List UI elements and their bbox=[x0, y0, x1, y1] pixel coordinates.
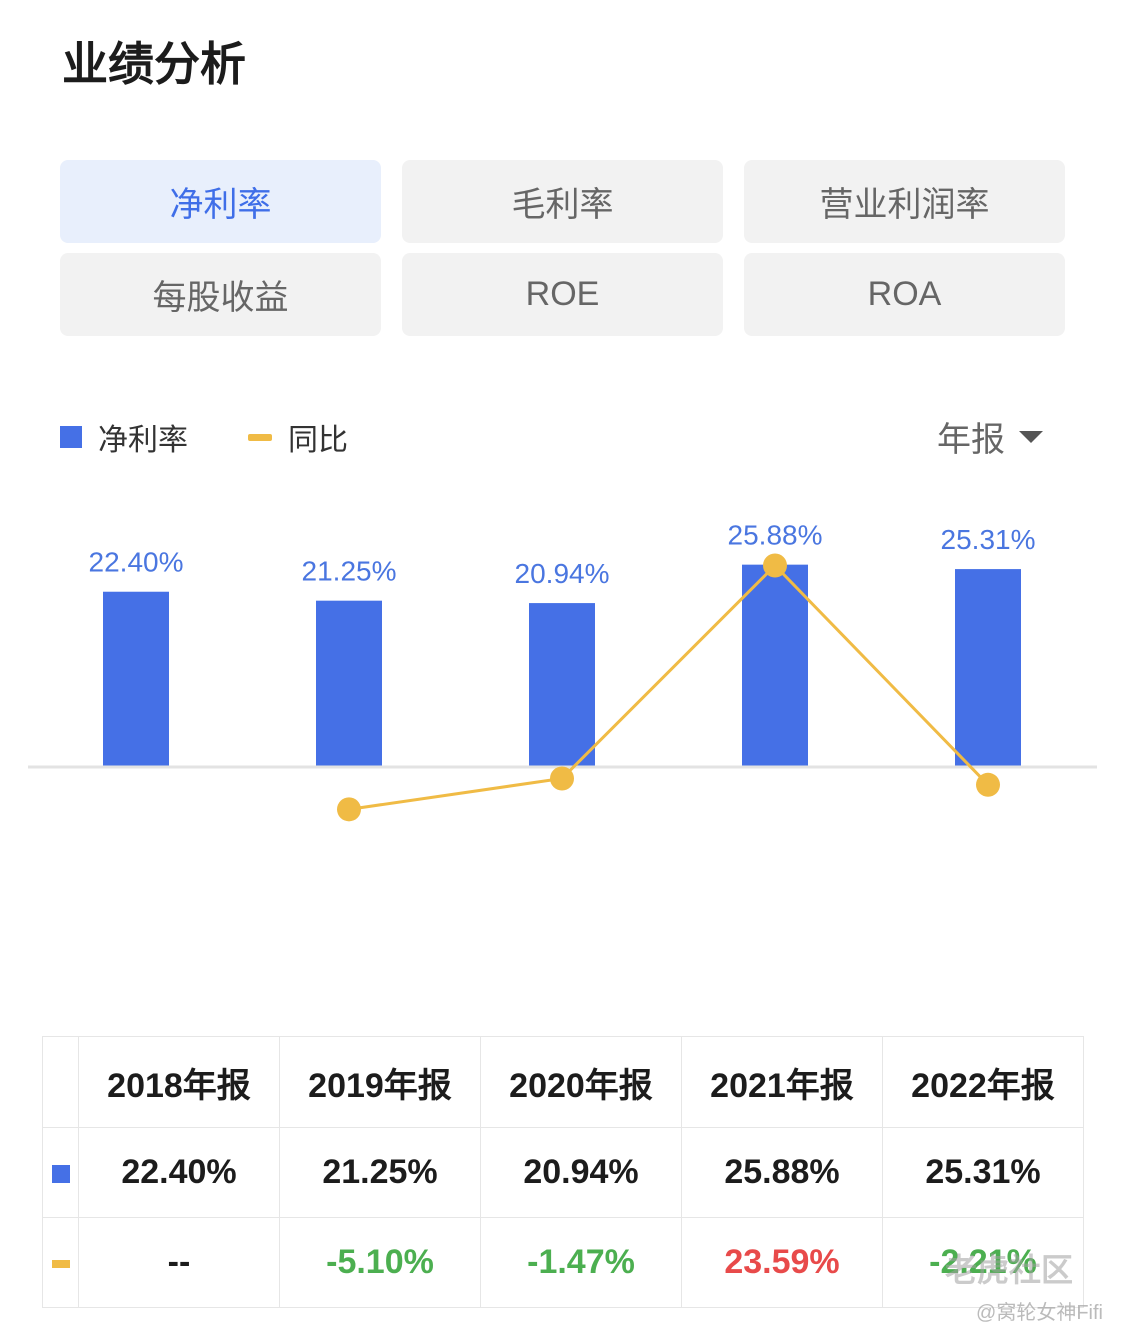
table-cell: -- bbox=[78, 1217, 280, 1308]
chart-legend: 净利率 同比 bbox=[60, 415, 408, 459]
table-cell: 25.31% bbox=[882, 1127, 1084, 1218]
table-header-row: 2018年报 2019年报 2020年报 2021年报 2022年报 bbox=[42, 1036, 1084, 1128]
table-cell: 20.94% bbox=[480, 1127, 682, 1218]
period-label: 年报 bbox=[937, 421, 1005, 459]
table-row-yoy: -- -5.10% -1.47% 23.59% -2.21% bbox=[42, 1217, 1084, 1308]
table-cell-negative: -5.10% bbox=[279, 1217, 481, 1308]
tab-operating-margin[interactable]: 营业利润率 bbox=[744, 160, 1065, 243]
bar bbox=[529, 603, 595, 766]
bar-data-label: 21.25% bbox=[302, 556, 397, 587]
bar-data-label: 20.94% bbox=[515, 558, 610, 589]
legend-item-yoy[interactable]: 同比 bbox=[248, 415, 348, 459]
metric-tabs: 净利率 毛利率 营业利润率 每股收益 ROE ROA bbox=[60, 160, 1065, 336]
tab-eps[interactable]: 每股收益 bbox=[60, 253, 381, 336]
bar-data-label: 22.40% bbox=[89, 547, 184, 578]
table-header-cell: 2019年报 bbox=[279, 1036, 481, 1128]
table-cell-negative: -2.21% bbox=[882, 1217, 1084, 1308]
legend-line-label: 同比 bbox=[288, 424, 348, 457]
tab-roa[interactable]: ROA bbox=[744, 253, 1065, 336]
tab-net-margin[interactable]: 净利率 bbox=[60, 160, 381, 243]
bar bbox=[103, 591, 169, 766]
yoy-point bbox=[337, 797, 361, 822]
page-title: 业绩分析 bbox=[62, 38, 246, 90]
yoy-point bbox=[976, 772, 1000, 797]
table-header-cell: 2021年报 bbox=[681, 1036, 883, 1128]
yoy-point bbox=[550, 766, 574, 791]
table-header-cell: 2022年报 bbox=[882, 1036, 1084, 1128]
line-swatch-icon bbox=[51, 1260, 70, 1269]
bar bbox=[955, 569, 1021, 766]
table-cell-positive: 23.59% bbox=[681, 1217, 883, 1308]
net-margin-chart: 22.40% 21.25% 20.94% 25.88% 25.31% bbox=[28, 520, 1097, 822]
tab-roe[interactable]: ROE bbox=[402, 253, 723, 336]
row-marker-bar bbox=[42, 1127, 79, 1218]
bar bbox=[316, 600, 382, 766]
row-marker-line bbox=[42, 1217, 79, 1308]
yoy-line bbox=[348, 563, 990, 811]
caret-down-icon bbox=[1019, 430, 1043, 443]
table-header-cell: 2020年报 bbox=[480, 1036, 682, 1128]
legend-bar-label: 净利率 bbox=[98, 424, 188, 457]
table-cell: 25.88% bbox=[681, 1127, 883, 1218]
watermark-credit: @窝轮女神Fifi bbox=[976, 1302, 1103, 1324]
table-cell-negative: -1.47% bbox=[480, 1217, 682, 1308]
table-corner-cell bbox=[42, 1036, 79, 1128]
watermark: 老虎社区 bbox=[945, 1252, 1074, 1288]
period-selector[interactable]: 年报 bbox=[937, 412, 1043, 461]
legend-line-swatch bbox=[248, 433, 272, 441]
yoy-point bbox=[763, 553, 787, 578]
table-header-cell: 2018年报 bbox=[78, 1036, 280, 1128]
bar-swatch-icon bbox=[51, 1165, 70, 1184]
bar-data-label: 25.31% bbox=[941, 524, 1036, 555]
legend-item-net-margin[interactable]: 净利率 bbox=[60, 415, 188, 459]
bar bbox=[742, 564, 808, 766]
table-cell: 22.40% bbox=[78, 1127, 280, 1218]
tab-gross-margin[interactable]: 毛利率 bbox=[402, 160, 723, 243]
data-table: 2018年报 2019年报 2020年报 2021年报 2022年报 22.40… bbox=[42, 1036, 1084, 1308]
table-row-net-margin: 22.40% 21.25% 20.94% 25.88% 25.31% bbox=[42, 1127, 1084, 1218]
legend-bar-swatch bbox=[60, 426, 82, 448]
bar-data-label: 25.88% bbox=[728, 520, 823, 551]
table-cell: 21.25% bbox=[279, 1127, 481, 1218]
